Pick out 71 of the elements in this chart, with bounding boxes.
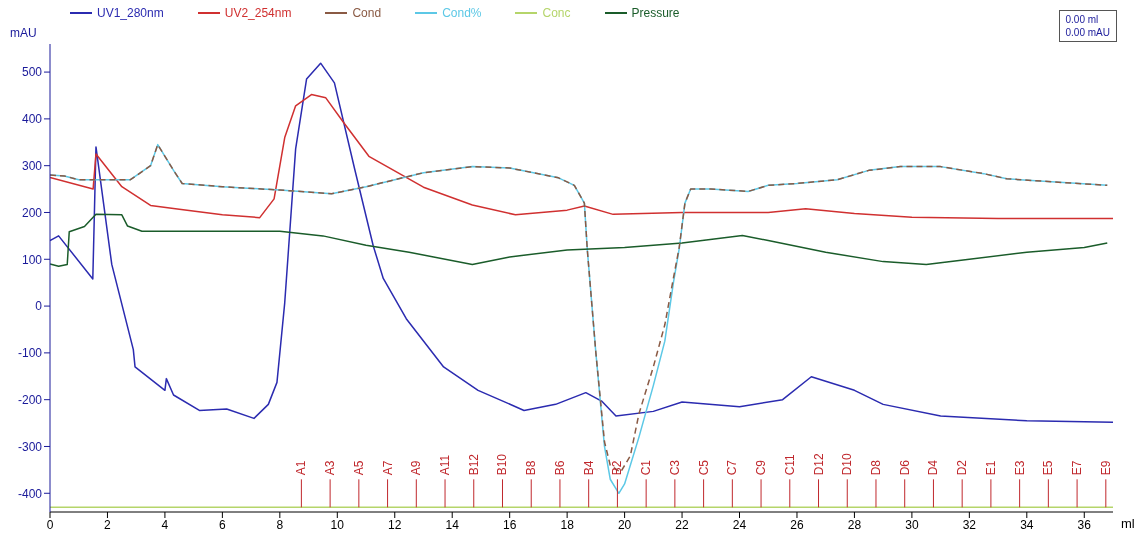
annotation: D2 — [955, 459, 970, 476]
annotation: E7 — [1070, 460, 1085, 476]
y-axis-title: mAU — [10, 26, 37, 40]
y-tick-label: 400 — [21, 112, 43, 127]
x-tick-label: 32 — [962, 517, 977, 532]
annotation: B8 — [524, 460, 539, 476]
y-tick-label: 200 — [21, 205, 43, 220]
x-tick-label: 8 — [276, 517, 284, 532]
annotation: D8 — [868, 459, 883, 476]
annotation: C9 — [754, 459, 769, 476]
annotation: D6 — [897, 459, 912, 476]
x-tick-label: 34 — [1020, 517, 1034, 532]
annotation: C5 — [696, 459, 711, 476]
legend-label: Cond — [352, 6, 382, 20]
x-axis-title: ml — [1121, 516, 1135, 531]
x-tick-label: 12 — [388, 517, 402, 532]
legend-label: Pressure — [631, 6, 680, 20]
legend-label: UV1_280nm — [97, 6, 164, 20]
annotation: E5 — [1041, 460, 1056, 476]
x-tick-label: 28 — [847, 517, 862, 532]
annotation: C3 — [667, 459, 682, 476]
annotation: D4 — [926, 459, 941, 476]
x-tick-label: 16 — [503, 517, 517, 532]
x-tick-label: 6 — [219, 517, 227, 532]
annotation: A11 — [438, 454, 453, 476]
x-tick-label: 36 — [1077, 517, 1092, 532]
annotation: E3 — [1012, 460, 1027, 476]
annotation: C1 — [639, 459, 654, 476]
y-tick-label: -400 — [17, 486, 43, 501]
x-tick-label: 10 — [330, 517, 345, 532]
y-tick-label: 0 — [35, 299, 43, 314]
line-series — [50, 93, 1113, 220]
annotation: B12 — [466, 453, 481, 476]
line-series — [50, 213, 1108, 268]
annotation: D12 — [811, 452, 826, 476]
x-tick-label: 20 — [617, 517, 632, 532]
annotation: A5 — [351, 460, 366, 476]
annotation: A7 — [380, 460, 395, 476]
y-tick-label: 300 — [21, 158, 43, 173]
annotation: A1 — [294, 460, 309, 476]
text: 0.00 ml — [1065, 13, 1100, 26]
x-tick-label: 4 — [161, 517, 169, 532]
y-tick-label: -200 — [17, 392, 43, 407]
annotation: A9 — [409, 460, 424, 476]
legend-label: Conc — [542, 6, 571, 20]
x-tick-label: 22 — [675, 517, 690, 532]
line-series — [50, 62, 1113, 423]
annotation: E1 — [983, 460, 998, 476]
annotation: B10 — [495, 453, 510, 476]
annotation: C11 — [782, 453, 797, 476]
annotation: B4 — [581, 460, 596, 476]
y-tick-label: 100 — [21, 252, 43, 267]
annotation: B2 — [610, 460, 625, 476]
x-tick-label: 14 — [445, 517, 460, 532]
x-tick-label: 18 — [560, 517, 575, 532]
y-tick-label: -300 — [17, 439, 43, 454]
x-tick-label: 0 — [46, 517, 54, 532]
annotation: C7 — [725, 459, 740, 476]
legend-label: UV2_254nm — [224, 6, 292, 20]
legend-label: Cond% — [442, 6, 482, 20]
annotation: B6 — [552, 460, 567, 476]
text: 0.00 mAU — [1065, 26, 1110, 39]
annotation: D10 — [840, 452, 855, 476]
x-tick-label: 2 — [104, 517, 112, 532]
x-tick-label: 26 — [790, 517, 804, 532]
y-tick-label: -100 — [17, 346, 43, 361]
annotation: A3 — [323, 460, 338, 476]
x-tick-label: 30 — [905, 517, 919, 532]
x-tick-label: 24 — [732, 517, 747, 532]
y-tick-label: 500 — [21, 65, 43, 80]
annotation: E9 — [1098, 460, 1113, 476]
